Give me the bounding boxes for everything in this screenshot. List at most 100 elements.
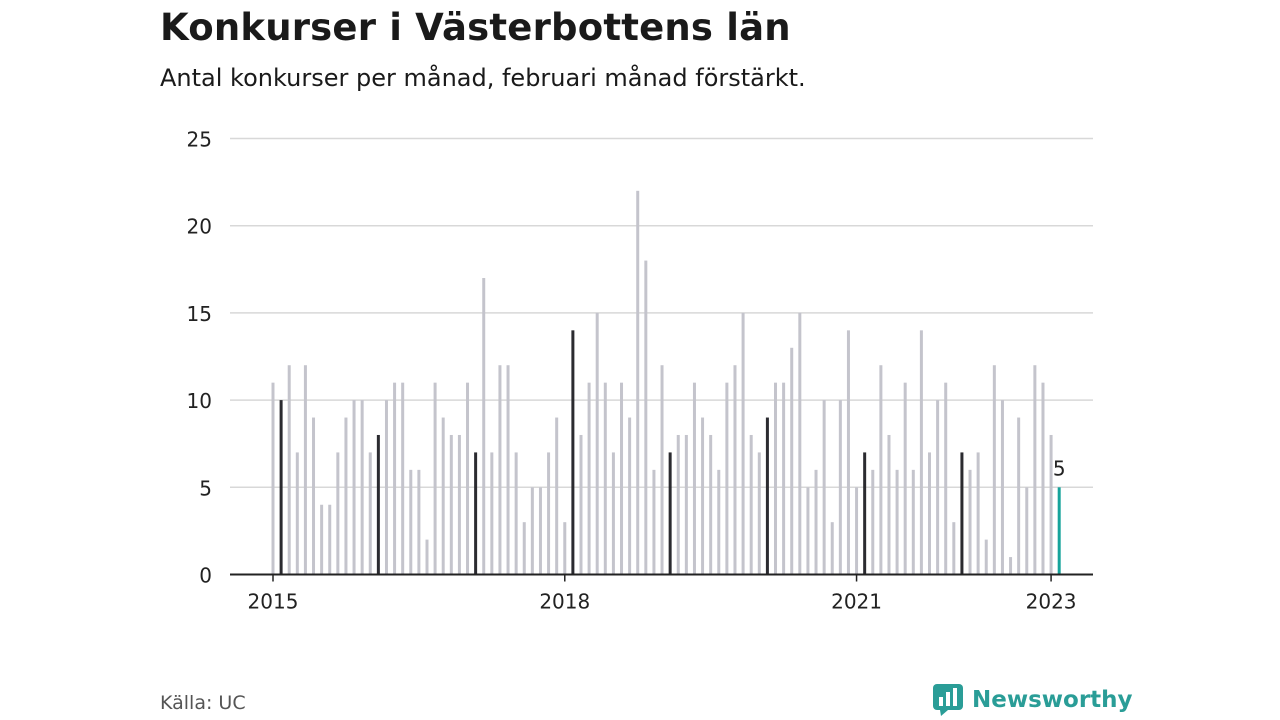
bar	[1025, 487, 1029, 575]
x-tick-label: 2015	[248, 590, 299, 614]
bar	[1033, 365, 1037, 575]
bar	[798, 312, 802, 575]
y-tick-label: 5	[199, 476, 212, 500]
bar	[620, 382, 624, 575]
bar-february	[960, 452, 964, 575]
x-tick-label: 2018	[539, 590, 590, 614]
bar	[352, 400, 356, 575]
bar	[984, 539, 988, 575]
bar-february	[863, 452, 867, 575]
bar	[822, 400, 826, 575]
bar-february	[765, 417, 769, 575]
bar	[887, 434, 891, 575]
bar	[482, 278, 486, 575]
bar	[368, 452, 372, 575]
bar	[595, 312, 599, 575]
bar-february	[668, 452, 672, 575]
bar	[1009, 557, 1013, 575]
newsworthy-logo-icon	[933, 684, 963, 716]
newsworthy-logo[interactable]: Newsworthy	[932, 683, 1133, 717]
bar	[563, 522, 567, 575]
bar	[360, 400, 364, 575]
bar	[709, 434, 713, 575]
bar	[401, 382, 405, 575]
bar	[928, 452, 932, 575]
bar	[976, 452, 980, 575]
bar	[611, 452, 615, 575]
bar	[701, 417, 705, 575]
bar	[587, 382, 591, 575]
bar	[441, 417, 445, 575]
bar	[757, 452, 761, 575]
bar	[287, 365, 291, 575]
bar	[498, 365, 502, 575]
bar	[838, 400, 842, 575]
bar	[968, 469, 972, 575]
bar	[855, 487, 859, 575]
y-tick-label: 10	[187, 389, 212, 413]
bar	[433, 382, 437, 575]
bar-february	[571, 330, 575, 575]
bar	[490, 452, 494, 575]
bar	[733, 365, 737, 575]
bar	[425, 539, 429, 575]
bar	[660, 365, 664, 575]
bar	[384, 400, 388, 575]
bar	[903, 382, 907, 575]
bar	[725, 382, 729, 575]
x-tick-label: 2023	[1026, 590, 1077, 614]
bar	[952, 522, 956, 575]
latest-value-label: 5	[1053, 456, 1066, 480]
bar	[944, 382, 948, 575]
bar	[1000, 400, 1004, 575]
bar	[741, 312, 745, 575]
bar	[830, 522, 834, 575]
bar	[692, 382, 696, 575]
bar	[409, 469, 413, 575]
bar	[538, 487, 542, 575]
bar	[684, 434, 688, 575]
bar	[871, 469, 875, 575]
bar	[336, 452, 340, 575]
y-tick-label: 15	[187, 302, 212, 326]
bar	[579, 434, 583, 575]
bar	[328, 504, 332, 575]
bar	[506, 365, 510, 575]
bar	[790, 347, 794, 575]
bar	[393, 382, 397, 575]
bar	[774, 382, 778, 575]
brand-name: Newsworthy	[972, 687, 1133, 713]
bar	[879, 365, 883, 575]
bar	[295, 452, 299, 575]
bar	[717, 469, 721, 575]
bar-february	[279, 400, 283, 575]
bar	[919, 330, 923, 575]
bar	[992, 365, 996, 575]
bar	[417, 469, 421, 575]
bar	[911, 469, 915, 575]
bar	[846, 330, 850, 575]
bar	[895, 469, 899, 575]
bar	[271, 382, 275, 575]
bar	[644, 260, 648, 575]
bar	[522, 522, 526, 575]
bar	[1049, 434, 1053, 575]
bar	[344, 417, 348, 575]
bar	[530, 487, 534, 575]
bar	[555, 417, 559, 575]
bar	[320, 504, 324, 575]
bar	[466, 382, 470, 575]
bar	[636, 190, 640, 575]
bar	[652, 469, 656, 575]
bar	[749, 434, 753, 575]
bar	[547, 452, 551, 575]
bar-chart: 0 5 10 15 20 25 5 2015 2018 2021 2023	[187, 128, 1093, 614]
y-tick-label: 20	[187, 215, 212, 239]
bar-latest	[1057, 487, 1061, 575]
bar	[936, 400, 940, 575]
bar	[603, 382, 607, 575]
bar	[457, 434, 461, 575]
bar	[806, 487, 810, 575]
y-tick-label: 0	[199, 564, 212, 588]
chart-title: Konkurser i Västerbottens län	[160, 6, 791, 49]
